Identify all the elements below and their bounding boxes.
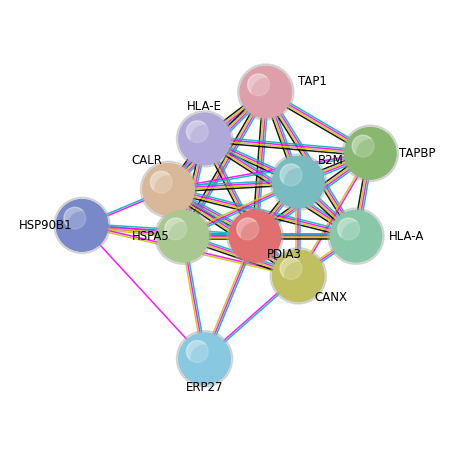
Circle shape (342, 222, 370, 251)
Circle shape (356, 139, 384, 168)
Circle shape (273, 156, 324, 208)
Circle shape (169, 222, 197, 251)
Text: PDIA3: PDIA3 (266, 248, 301, 261)
Circle shape (237, 218, 259, 240)
Circle shape (176, 111, 233, 167)
Circle shape (280, 258, 302, 279)
Text: TAP1: TAP1 (298, 75, 327, 88)
Text: HLA-E: HLA-E (187, 100, 222, 113)
Text: HSP90B1: HSP90B1 (19, 219, 73, 232)
Circle shape (241, 222, 269, 251)
Circle shape (186, 121, 208, 142)
Circle shape (328, 208, 384, 264)
Circle shape (140, 161, 197, 218)
Text: CALR: CALR (131, 154, 163, 167)
Circle shape (273, 250, 324, 302)
Circle shape (165, 218, 187, 240)
Circle shape (143, 164, 194, 215)
Circle shape (238, 64, 294, 120)
Circle shape (150, 171, 172, 193)
Circle shape (280, 164, 302, 186)
Circle shape (240, 66, 292, 118)
Circle shape (68, 211, 96, 240)
Circle shape (284, 168, 312, 196)
Circle shape (64, 207, 86, 229)
Circle shape (56, 199, 108, 251)
Circle shape (284, 262, 312, 290)
Circle shape (190, 344, 219, 373)
Circle shape (338, 218, 360, 240)
Circle shape (179, 113, 230, 165)
Circle shape (154, 175, 183, 204)
Text: TAPBP: TAPBP (399, 147, 436, 160)
Circle shape (179, 333, 230, 385)
Text: B2M: B2M (318, 154, 344, 167)
Circle shape (176, 331, 233, 387)
Circle shape (270, 248, 327, 304)
Text: ERP27: ERP27 (186, 381, 223, 394)
Circle shape (270, 154, 327, 210)
Circle shape (229, 210, 281, 262)
Circle shape (352, 135, 374, 157)
Circle shape (186, 341, 208, 362)
Circle shape (345, 127, 396, 179)
Circle shape (155, 208, 211, 264)
Text: HSPA5: HSPA5 (132, 230, 169, 243)
Circle shape (342, 125, 399, 181)
Circle shape (330, 210, 382, 262)
Text: HLA-A: HLA-A (389, 230, 424, 243)
Circle shape (248, 74, 269, 96)
Circle shape (190, 125, 219, 153)
Circle shape (227, 208, 283, 264)
Circle shape (252, 78, 280, 106)
Circle shape (54, 197, 110, 254)
Text: CANX: CANX (314, 291, 347, 304)
Circle shape (157, 210, 209, 262)
